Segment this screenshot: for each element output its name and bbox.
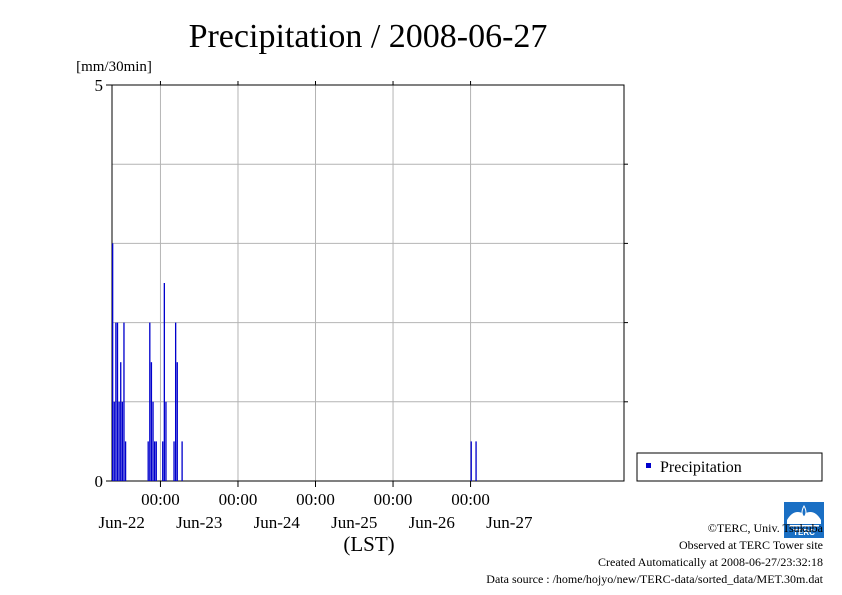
legend: Precipitation bbox=[636, 452, 823, 482]
precipitation-bars bbox=[112, 243, 477, 481]
precip-bar bbox=[112, 243, 114, 481]
precip-bar bbox=[470, 441, 472, 481]
y-axis-label: [mm/30min] bbox=[76, 59, 152, 75]
precip-bar bbox=[118, 401, 120, 481]
legend-swatch bbox=[646, 463, 651, 468]
precip-bar bbox=[113, 401, 115, 481]
x-date-label: Jun-26 bbox=[409, 513, 455, 532]
credit-site: Observed at TERC Tower site bbox=[678, 538, 823, 552]
x-axis-label: (LST) bbox=[343, 532, 394, 556]
precip-bar bbox=[153, 441, 156, 481]
precip-bar bbox=[176, 362, 178, 481]
credit-created: Created Automatically at 2008-06-27/23:3… bbox=[598, 555, 823, 569]
x-tick-label: 00:00 bbox=[374, 490, 413, 509]
precip-bar bbox=[116, 322, 119, 481]
y-ticks: 05 bbox=[95, 76, 628, 491]
precip-bar bbox=[123, 322, 125, 481]
precip-bar bbox=[181, 441, 183, 481]
precip-bar bbox=[150, 362, 153, 481]
x-tick-label: 00:00 bbox=[296, 490, 335, 509]
precip-bar bbox=[115, 322, 117, 481]
precip-bar bbox=[147, 441, 149, 481]
legend-label: Precipitation bbox=[660, 459, 742, 476]
precip-bar bbox=[162, 441, 164, 481]
x-date-label: Jun-25 bbox=[331, 513, 377, 532]
x-tick-label: 00:00 bbox=[141, 490, 180, 509]
precip-bar bbox=[120, 362, 122, 481]
y-tick-label: 5 bbox=[95, 76, 104, 95]
precip-bar bbox=[149, 322, 151, 481]
precip-bar bbox=[121, 401, 124, 481]
chart-title: Precipitation / 2008-06-27 bbox=[189, 18, 548, 55]
x-date-label: Jun-23 bbox=[176, 513, 222, 532]
precip-bar bbox=[155, 441, 157, 481]
x-tick-label: 00:00 bbox=[219, 490, 258, 509]
x-date-label: Jun-24 bbox=[254, 513, 301, 532]
precip-bar bbox=[173, 441, 175, 481]
x-date-label: Jun-27 bbox=[486, 513, 533, 532]
x-ticks: 00:00 00:00 00:00 00:00 00:00 Jun-22 Jun-23 Jun… bbox=[99, 81, 533, 532]
y-tick-label: 0 bbox=[95, 472, 104, 491]
terc-logo: TERC bbox=[784, 502, 824, 538]
credit-source: Data source : /home/hojyo/new/TERC-data/… bbox=[486, 572, 823, 586]
x-tick-label: 00:00 bbox=[451, 490, 490, 509]
x-date-label: Jun-22 bbox=[99, 513, 145, 532]
precip-bar bbox=[163, 283, 165, 481]
precip-bar bbox=[152, 401, 154, 481]
precip-bar bbox=[174, 322, 177, 481]
precip-bar bbox=[475, 441, 477, 481]
logo-text: TERC bbox=[793, 528, 815, 537]
legend-box bbox=[636, 452, 823, 482]
precip-bar bbox=[124, 441, 127, 481]
credit-copyright: ©TERC, Univ. Tsukuba bbox=[707, 521, 823, 535]
plot-frame bbox=[111, 84, 625, 482]
grid bbox=[112, 85, 624, 481]
precip-bar bbox=[165, 401, 167, 481]
